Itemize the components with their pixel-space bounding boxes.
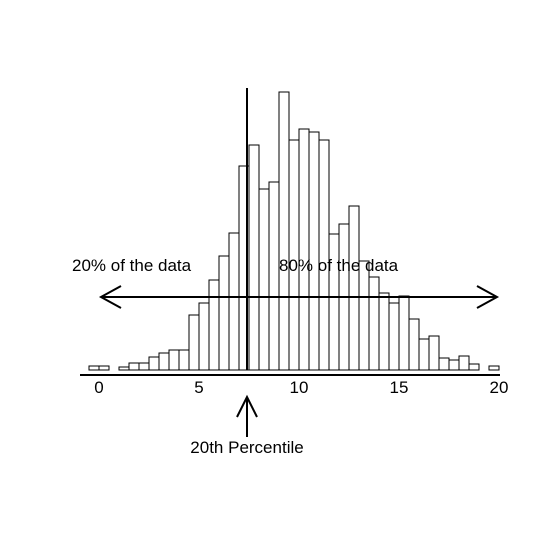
histogram-bar (248, 144, 260, 371)
histogram-bar (308, 131, 320, 371)
histogram-bar (228, 232, 240, 371)
histogram-bar (358, 260, 370, 371)
histogram-bar (208, 279, 220, 371)
histogram-bar (188, 314, 200, 371)
double-headed-arrow (98, 285, 500, 309)
percentile-pointer-arrow (236, 394, 258, 437)
histogram-bar (168, 349, 180, 371)
x-axis-ticks: 0 5 10 15 20 (94, 378, 508, 397)
histogram-bar (88, 365, 100, 371)
histogram-bar (418, 338, 430, 371)
histogram-bar (198, 302, 210, 371)
arrow-head-left (98, 285, 122, 309)
histogram-bar (328, 233, 340, 371)
histogram-bar (318, 139, 330, 371)
x-tick-label: 15 (390, 378, 409, 397)
histogram-bar (178, 349, 190, 371)
right-annotation-label: 80% of the data (279, 256, 399, 275)
histogram-bar (118, 366, 130, 371)
x-tick-label: 20 (490, 378, 509, 397)
histogram-bar (428, 335, 440, 371)
histogram-bar (128, 362, 140, 371)
histogram-bar (488, 365, 500, 371)
histogram-bar (148, 356, 160, 371)
x-tick-label: 0 (94, 378, 103, 397)
histogram-bar (138, 362, 150, 371)
histogram-bar (378, 292, 390, 371)
arrow-head-right (476, 285, 500, 309)
histogram-bar (348, 205, 360, 371)
histogram-bar (298, 128, 310, 371)
histogram-bar (288, 139, 300, 371)
histogram-bar (368, 276, 380, 371)
histogram-bar (458, 355, 470, 371)
histogram-bar (158, 352, 170, 371)
x-tick-label: 5 (194, 378, 203, 397)
histogram-bar (258, 188, 270, 371)
histogram-bar (388, 302, 400, 371)
histogram-bar (218, 255, 230, 371)
histogram-bar (438, 357, 450, 371)
histogram-bar (278, 91, 290, 371)
histogram-bar (448, 359, 460, 371)
left-annotation-label: 20% of the data (72, 256, 192, 275)
histogram-bars (88, 91, 500, 371)
histogram-bar (268, 181, 280, 371)
histogram-bar (468, 363, 480, 371)
histogram-bar (398, 295, 410, 371)
percentile-label: 20th Percentile (190, 438, 303, 457)
pointer-arrow-head (236, 394, 258, 418)
histogram-bar (98, 365, 110, 371)
x-tick-label: 10 (290, 378, 309, 397)
histogram-bar (408, 318, 420, 371)
